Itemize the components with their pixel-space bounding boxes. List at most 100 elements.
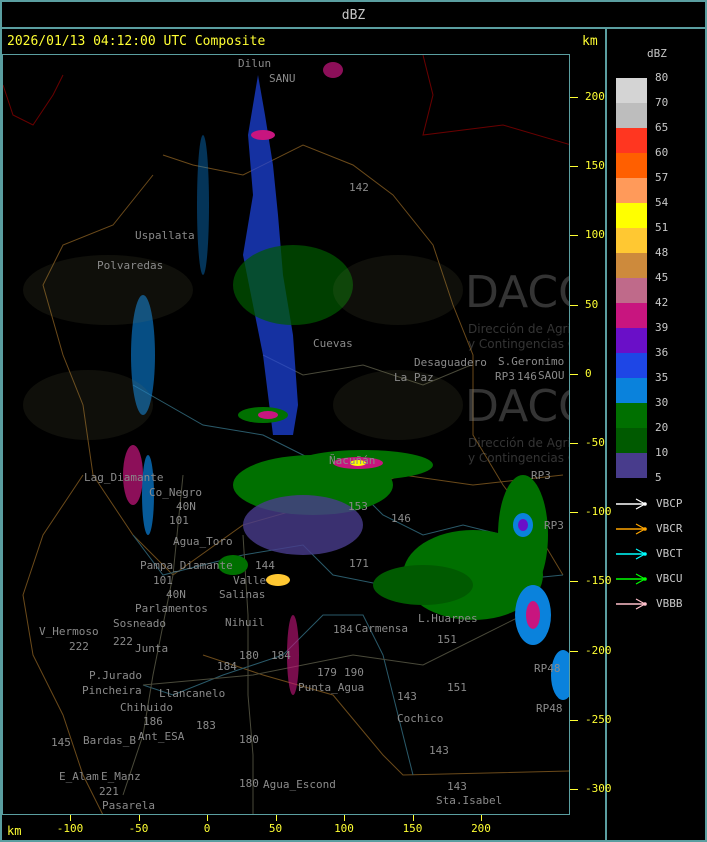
place-label: RP3: [544, 519, 564, 532]
y-tick-label: -50: [585, 436, 605, 449]
x-tick-mark: [70, 815, 71, 821]
watermark-text: y Contingencias Climáticas: [468, 451, 569, 465]
place-label: Valle: [233, 574, 267, 587]
watermark-text: Dirección de Agricultura: [468, 436, 569, 450]
watermark-text: DACC: [465, 267, 569, 318]
legend-title: dBZ: [647, 47, 667, 60]
legend-color-band: [616, 328, 647, 353]
radar-echo: [258, 411, 278, 419]
radar-echo: [287, 615, 299, 695]
place-label: Desaguadero: [414, 356, 487, 369]
map-layers: [3, 55, 569, 814]
legend-color-band: [616, 428, 647, 453]
place-label: Co_Negro: [149, 486, 202, 499]
place-label: La Paz: [394, 371, 434, 384]
legend-label: 10: [655, 446, 669, 459]
country-border: [422, 55, 569, 145]
place-label: 142: [349, 181, 369, 194]
place-label: 143: [429, 744, 449, 757]
watermark-text: DACC: [465, 381, 569, 432]
place-label: Agua_Toro: [173, 535, 233, 548]
radar-echo: [518, 519, 528, 531]
legend-color-band: [616, 453, 647, 478]
place-label: Agua_Escond: [263, 778, 336, 791]
x-tick-label: 150: [402, 822, 423, 835]
place-label: 151: [447, 681, 467, 694]
y-tick-label: 150: [585, 159, 605, 173]
arrow-icon: [616, 573, 647, 585]
radar-echo: [551, 650, 569, 700]
radar-echo: [142, 455, 154, 535]
place-label: L.Huarpes: [418, 612, 478, 625]
place-label: 222: [69, 640, 89, 653]
place-label: 180: [239, 649, 259, 662]
legend-color-band: [616, 203, 647, 228]
radar-name: VBBB: [656, 597, 683, 610]
radar-name: VBCR: [656, 522, 683, 535]
place-label: Junta: [135, 642, 169, 655]
y-tick-label: -300: [585, 782, 612, 795]
legend-color-band: [616, 153, 647, 178]
legend-color-band: [616, 378, 647, 403]
watermark-text: y Contingencias Climáticas: [468, 337, 569, 351]
place-label: Punta_Agua: [298, 681, 365, 694]
place-label: 180: [239, 777, 259, 790]
road: [142, 614, 524, 686]
place-label: 40N: [176, 500, 196, 513]
place-label: 153: [348, 500, 368, 513]
place-label: Ñacuñán: [329, 454, 376, 467]
legend-label: 20: [655, 421, 669, 434]
radar-map[interactable]: DACC Dirección de Agricultura y Continge…: [2, 54, 570, 815]
place-label: Pasarela: [102, 799, 155, 812]
header-title: dBZ: [341, 8, 366, 23]
legend-color-band: [616, 353, 647, 378]
place-label: RP3: [495, 370, 515, 383]
x-tick-mark: [344, 815, 345, 821]
place-label: V_Hermoso: [39, 625, 99, 638]
y-tick-mark: [570, 789, 578, 790]
place-label: 221: [99, 785, 119, 798]
y-tick-mark: [570, 443, 578, 444]
arrow-icon: [616, 498, 647, 510]
y-tick-label: -250: [585, 712, 612, 726]
legend-label: 80: [655, 71, 669, 84]
x-tick-label: -100: [56, 822, 84, 835]
y-tick-mark: [570, 719, 578, 721]
x-tick-label: 50: [268, 822, 283, 835]
legend-panel: [605, 27, 707, 842]
y-tick-label: -150: [585, 574, 612, 588]
y-tick-label: 50: [585, 297, 599, 311]
y-tick-label: 100: [585, 228, 605, 242]
place-label: 146: [391, 512, 411, 525]
place-label: Cuevas: [313, 337, 353, 350]
place-label: 101: [153, 574, 173, 587]
place-label: E_Alam: [59, 770, 99, 783]
place-label: Dilun: [238, 57, 272, 70]
place-label: 222: [113, 635, 133, 648]
arrow-icon: [616, 523, 647, 535]
place-label: 145: [51, 736, 71, 749]
legend-label: 5: [655, 471, 662, 484]
legend-color-band: [616, 403, 647, 428]
place-label: P.Jurado: [89, 669, 142, 682]
place-label: 186: [143, 715, 163, 728]
arrow-icon: [616, 548, 647, 560]
place-label: SAOU: [538, 369, 565, 382]
watermark-logo: [23, 370, 153, 440]
radar-echo: [350, 460, 366, 466]
legend-label: 57: [655, 171, 669, 184]
place-label: 146: [517, 370, 537, 383]
place-label: 184: [217, 660, 237, 673]
place-label: Chihuido: [120, 701, 173, 714]
place-label: Uspallata: [135, 229, 195, 242]
radar-echo: [131, 295, 155, 415]
x-tick-mark: [412, 815, 414, 821]
place-label: 101: [169, 514, 189, 527]
place-label: Nihuil: [225, 616, 265, 629]
province-border: [202, 654, 569, 776]
place-label: Carmensa: [355, 622, 408, 635]
place-label: 40N: [166, 588, 186, 601]
place-label: 143: [397, 690, 417, 703]
x-tick-label: 200: [471, 822, 491, 835]
y-tick-mark: [570, 373, 578, 375]
